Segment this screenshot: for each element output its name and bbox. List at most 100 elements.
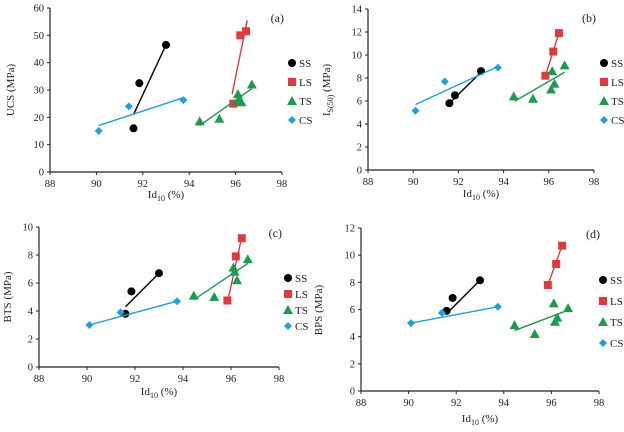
x-tick-label: 90 bbox=[403, 398, 414, 409]
y-axis-title: BPS (MPa) bbox=[313, 284, 325, 335]
trendline-ss bbox=[124, 272, 160, 308]
data-point-cs bbox=[493, 63, 502, 72]
data-point-ts bbox=[232, 275, 242, 285]
legend-marker-ts bbox=[599, 96, 609, 105]
legend-label-ls: LS bbox=[610, 296, 623, 308]
legend-marker-ls bbox=[599, 297, 607, 305]
data-point-cs bbox=[179, 96, 188, 105]
data-point-ts bbox=[232, 89, 243, 99]
data-point-ts bbox=[527, 93, 538, 103]
y-axis-title: IS(50) (MPa) bbox=[321, 64, 335, 117]
data-point-cs bbox=[85, 321, 94, 329]
series-cs bbox=[411, 63, 502, 115]
legend-marker-cs bbox=[599, 339, 607, 347]
legend-label-cs: CS bbox=[610, 338, 623, 350]
panel-label: (d) bbox=[586, 227, 600, 241]
y-tick-label: 6 bbox=[357, 97, 362, 108]
x-tick-label: 98 bbox=[594, 398, 605, 409]
x-axis-title-subscript: 10 bbox=[471, 418, 479, 427]
y-axis-title: UCS (MPa) bbox=[5, 64, 17, 117]
x-tick-label: 88 bbox=[363, 177, 374, 188]
y-axis-title: BTS (MPa) bbox=[2, 271, 14, 322]
y-tick-label: 8 bbox=[357, 74, 362, 85]
legend: SS LS TS CS bbox=[599, 58, 624, 127]
y-tick-label: 12 bbox=[352, 28, 363, 39]
legend-marker-ss bbox=[599, 276, 607, 284]
panel-label: (b) bbox=[582, 11, 596, 25]
x-tick-label: 90 bbox=[408, 177, 419, 188]
trendline-cs bbox=[98, 96, 184, 127]
x-tick-label: 98 bbox=[277, 179, 288, 190]
trendline-ss bbox=[132, 44, 167, 115]
series-ts bbox=[188, 254, 253, 301]
legend-label-cs: CS bbox=[295, 321, 308, 333]
x-tick-label: 98 bbox=[589, 177, 600, 188]
x-tick-label: 90 bbox=[91, 179, 102, 190]
series-cs bbox=[85, 297, 181, 329]
data-point-cs bbox=[173, 297, 181, 306]
x-axis-title-unit: (%) bbox=[158, 386, 178, 398]
data-point-ls bbox=[549, 47, 558, 56]
y-tick-label: 14 bbox=[352, 5, 363, 16]
y-tick-label: 2 bbox=[350, 359, 355, 370]
trendline-cs bbox=[89, 300, 178, 326]
x-axis-title-unit: (%) bbox=[480, 188, 500, 200]
x-tick-label: 96 bbox=[544, 177, 555, 188]
y-tick-label: 12 bbox=[345, 224, 356, 235]
legend-label-ts: TS bbox=[299, 96, 312, 108]
legend-label-ss: SS bbox=[611, 58, 623, 70]
legend-marker-cs bbox=[600, 116, 608, 124]
data-point-ls bbox=[554, 29, 563, 38]
legend-label-ss: SS bbox=[610, 275, 622, 287]
legend-label-ts: TS bbox=[295, 305, 308, 317]
series-ss bbox=[442, 276, 484, 315]
legend-label-ts: TS bbox=[611, 96, 624, 108]
y-tick-label: 10 bbox=[352, 51, 363, 62]
legend-marker-ss bbox=[284, 274, 292, 282]
series-ss bbox=[121, 269, 163, 318]
y-tick-label: 2 bbox=[357, 143, 362, 154]
data-point-ss bbox=[162, 40, 170, 49]
series-ls bbox=[543, 241, 567, 290]
legend-label-cs: CS bbox=[611, 115, 624, 127]
data-point-cs bbox=[94, 127, 103, 135]
x-tick-label: 94 bbox=[499, 398, 510, 409]
series-ls bbox=[541, 29, 563, 80]
legend: SS LS TS CS bbox=[287, 58, 312, 127]
panel-label: (c) bbox=[269, 226, 282, 240]
legend: SS LS TS CS bbox=[283, 273, 308, 333]
y-tick-label: 0 bbox=[350, 387, 355, 398]
legend-label-ss: SS bbox=[299, 58, 311, 70]
data-point-ts bbox=[509, 320, 520, 330]
x-tick-label: 90 bbox=[82, 374, 93, 385]
data-point-ts bbox=[508, 91, 519, 101]
data-point-ts bbox=[549, 78, 560, 88]
data-point-ls bbox=[231, 252, 240, 261]
x-tick-label: 98 bbox=[274, 374, 285, 385]
legend-label-ls: LS bbox=[611, 77, 624, 89]
data-point-ls bbox=[242, 27, 251, 36]
x-axis-title-subscript: 10 bbox=[150, 391, 158, 400]
legend-label-cs: CS bbox=[299, 115, 312, 127]
legend-marker-ss bbox=[288, 59, 296, 67]
x-axis-title-main: Id bbox=[463, 188, 473, 200]
x-axis-title-main: Id bbox=[462, 413, 472, 425]
series-ts bbox=[194, 79, 257, 127]
legend: SS LS TS CS bbox=[598, 275, 623, 350]
x-tick-label: 88 bbox=[356, 398, 367, 409]
legend-marker-ss bbox=[600, 59, 608, 67]
data-point-cs bbox=[440, 77, 449, 86]
data-point-ls bbox=[543, 281, 552, 290]
data-point-ss bbox=[135, 79, 144, 88]
y-tick-label: 4 bbox=[350, 332, 356, 343]
x-axis-title-unit: (%) bbox=[165, 189, 185, 201]
y-tick-label: 2 bbox=[28, 335, 33, 346]
x-axis-title-main: Id bbox=[148, 189, 158, 201]
legend-label-ls: LS bbox=[295, 289, 308, 301]
x-axis-title-subscript: 10 bbox=[472, 193, 480, 202]
data-point-ss bbox=[129, 124, 138, 133]
x-axis-title: Id10 (%) bbox=[148, 189, 185, 203]
data-point-ts bbox=[552, 312, 563, 322]
